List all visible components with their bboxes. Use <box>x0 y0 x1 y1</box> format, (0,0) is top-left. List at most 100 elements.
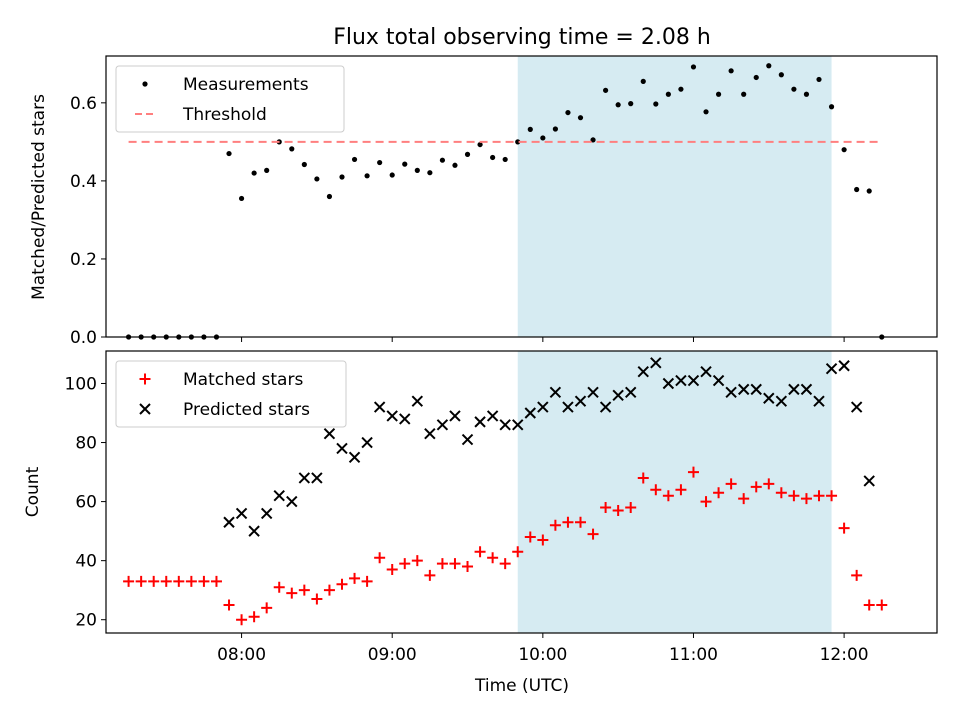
data-point <box>411 395 424 407</box>
legend-label: Predicted stars <box>183 400 310 420</box>
data-point <box>323 584 335 596</box>
data-point <box>314 176 320 182</box>
data-point <box>763 478 775 490</box>
data-point <box>198 575 210 587</box>
data-point <box>273 489 285 502</box>
data-point <box>838 522 850 534</box>
y-tick-label: 0.4 <box>70 172 97 192</box>
data-point <box>662 377 675 390</box>
data-point <box>399 413 411 425</box>
top-y-axis-label: Matched/Predicted stars <box>29 94 49 300</box>
data-point <box>461 433 474 446</box>
legend-marker <box>139 403 151 415</box>
data-point <box>251 170 257 176</box>
data-point <box>289 146 295 152</box>
x-axis-label: Time (UTC) <box>474 676 569 696</box>
data-point <box>449 410 461 422</box>
data-point <box>474 416 486 428</box>
data-point <box>788 383 800 396</box>
data-point <box>863 475 875 487</box>
data-point <box>123 575 135 587</box>
data-point <box>625 386 637 399</box>
data-point <box>775 487 787 499</box>
data-point <box>374 552 386 564</box>
data-point <box>587 528 599 540</box>
y-tick-label: 20 <box>75 611 97 631</box>
data-point <box>499 558 511 570</box>
data-point <box>753 74 759 81</box>
data-point <box>527 126 533 132</box>
observing-window-span <box>517 56 832 337</box>
legend-label: Matched stars <box>183 370 303 390</box>
data-point <box>803 91 810 97</box>
data-point <box>612 389 624 402</box>
series-predicted-stars <box>223 357 875 537</box>
data-point <box>524 531 536 543</box>
data-point <box>486 410 499 422</box>
data-point <box>854 186 860 193</box>
data-point <box>336 578 348 590</box>
legend-marker <box>142 81 148 87</box>
data-point <box>813 490 825 502</box>
data-point <box>238 195 245 202</box>
data-point <box>537 401 549 413</box>
data-point <box>298 584 310 596</box>
data-point <box>737 383 750 396</box>
data-point <box>603 87 609 93</box>
data-point <box>675 484 687 496</box>
data-point <box>562 516 574 528</box>
data-point <box>791 86 797 92</box>
data-point <box>863 599 875 611</box>
data-point <box>828 104 835 110</box>
data-point <box>336 442 348 455</box>
data-point <box>637 365 649 378</box>
data-point <box>349 572 361 584</box>
data-point <box>512 546 524 558</box>
data-point <box>148 575 160 587</box>
bottom-y-axis-label: Count <box>23 466 43 517</box>
data-point <box>700 496 712 508</box>
data-point <box>273 581 285 593</box>
data-point <box>135 575 147 587</box>
data-point <box>549 519 561 531</box>
data-point <box>264 167 270 173</box>
data-point <box>687 374 700 387</box>
data-point <box>788 490 800 502</box>
data-point <box>625 502 637 514</box>
data-point <box>816 76 822 83</box>
data-point <box>449 558 461 570</box>
data-point <box>565 109 571 116</box>
data-point <box>650 484 662 496</box>
data-point <box>687 466 699 478</box>
data-point <box>715 91 722 97</box>
data-point <box>841 147 847 153</box>
data-point <box>615 102 621 108</box>
y-tick-label: 100 <box>65 374 97 394</box>
data-point <box>712 374 725 387</box>
data-point <box>665 91 671 97</box>
data-point <box>650 357 662 369</box>
data-point <box>850 401 863 413</box>
data-point <box>377 159 383 166</box>
legend-label: Threshold <box>182 105 267 125</box>
data-point <box>637 472 649 484</box>
data-point <box>464 151 471 157</box>
data-point <box>490 154 496 161</box>
y-tick-label: 0.0 <box>70 328 97 348</box>
data-point <box>462 561 474 573</box>
y-tick-label: 0.6 <box>70 94 97 114</box>
data-point <box>876 599 888 611</box>
data-point <box>477 141 483 148</box>
data-point <box>414 167 420 173</box>
data-point <box>424 569 436 581</box>
data-point <box>223 516 235 528</box>
data-point <box>348 451 361 464</box>
data-point <box>399 558 411 570</box>
y-tick-label: 80 <box>75 434 97 454</box>
x-tick-label: 11:00 <box>669 645 718 665</box>
data-point <box>298 472 311 484</box>
data-point <box>351 156 358 163</box>
data-point <box>600 502 612 514</box>
